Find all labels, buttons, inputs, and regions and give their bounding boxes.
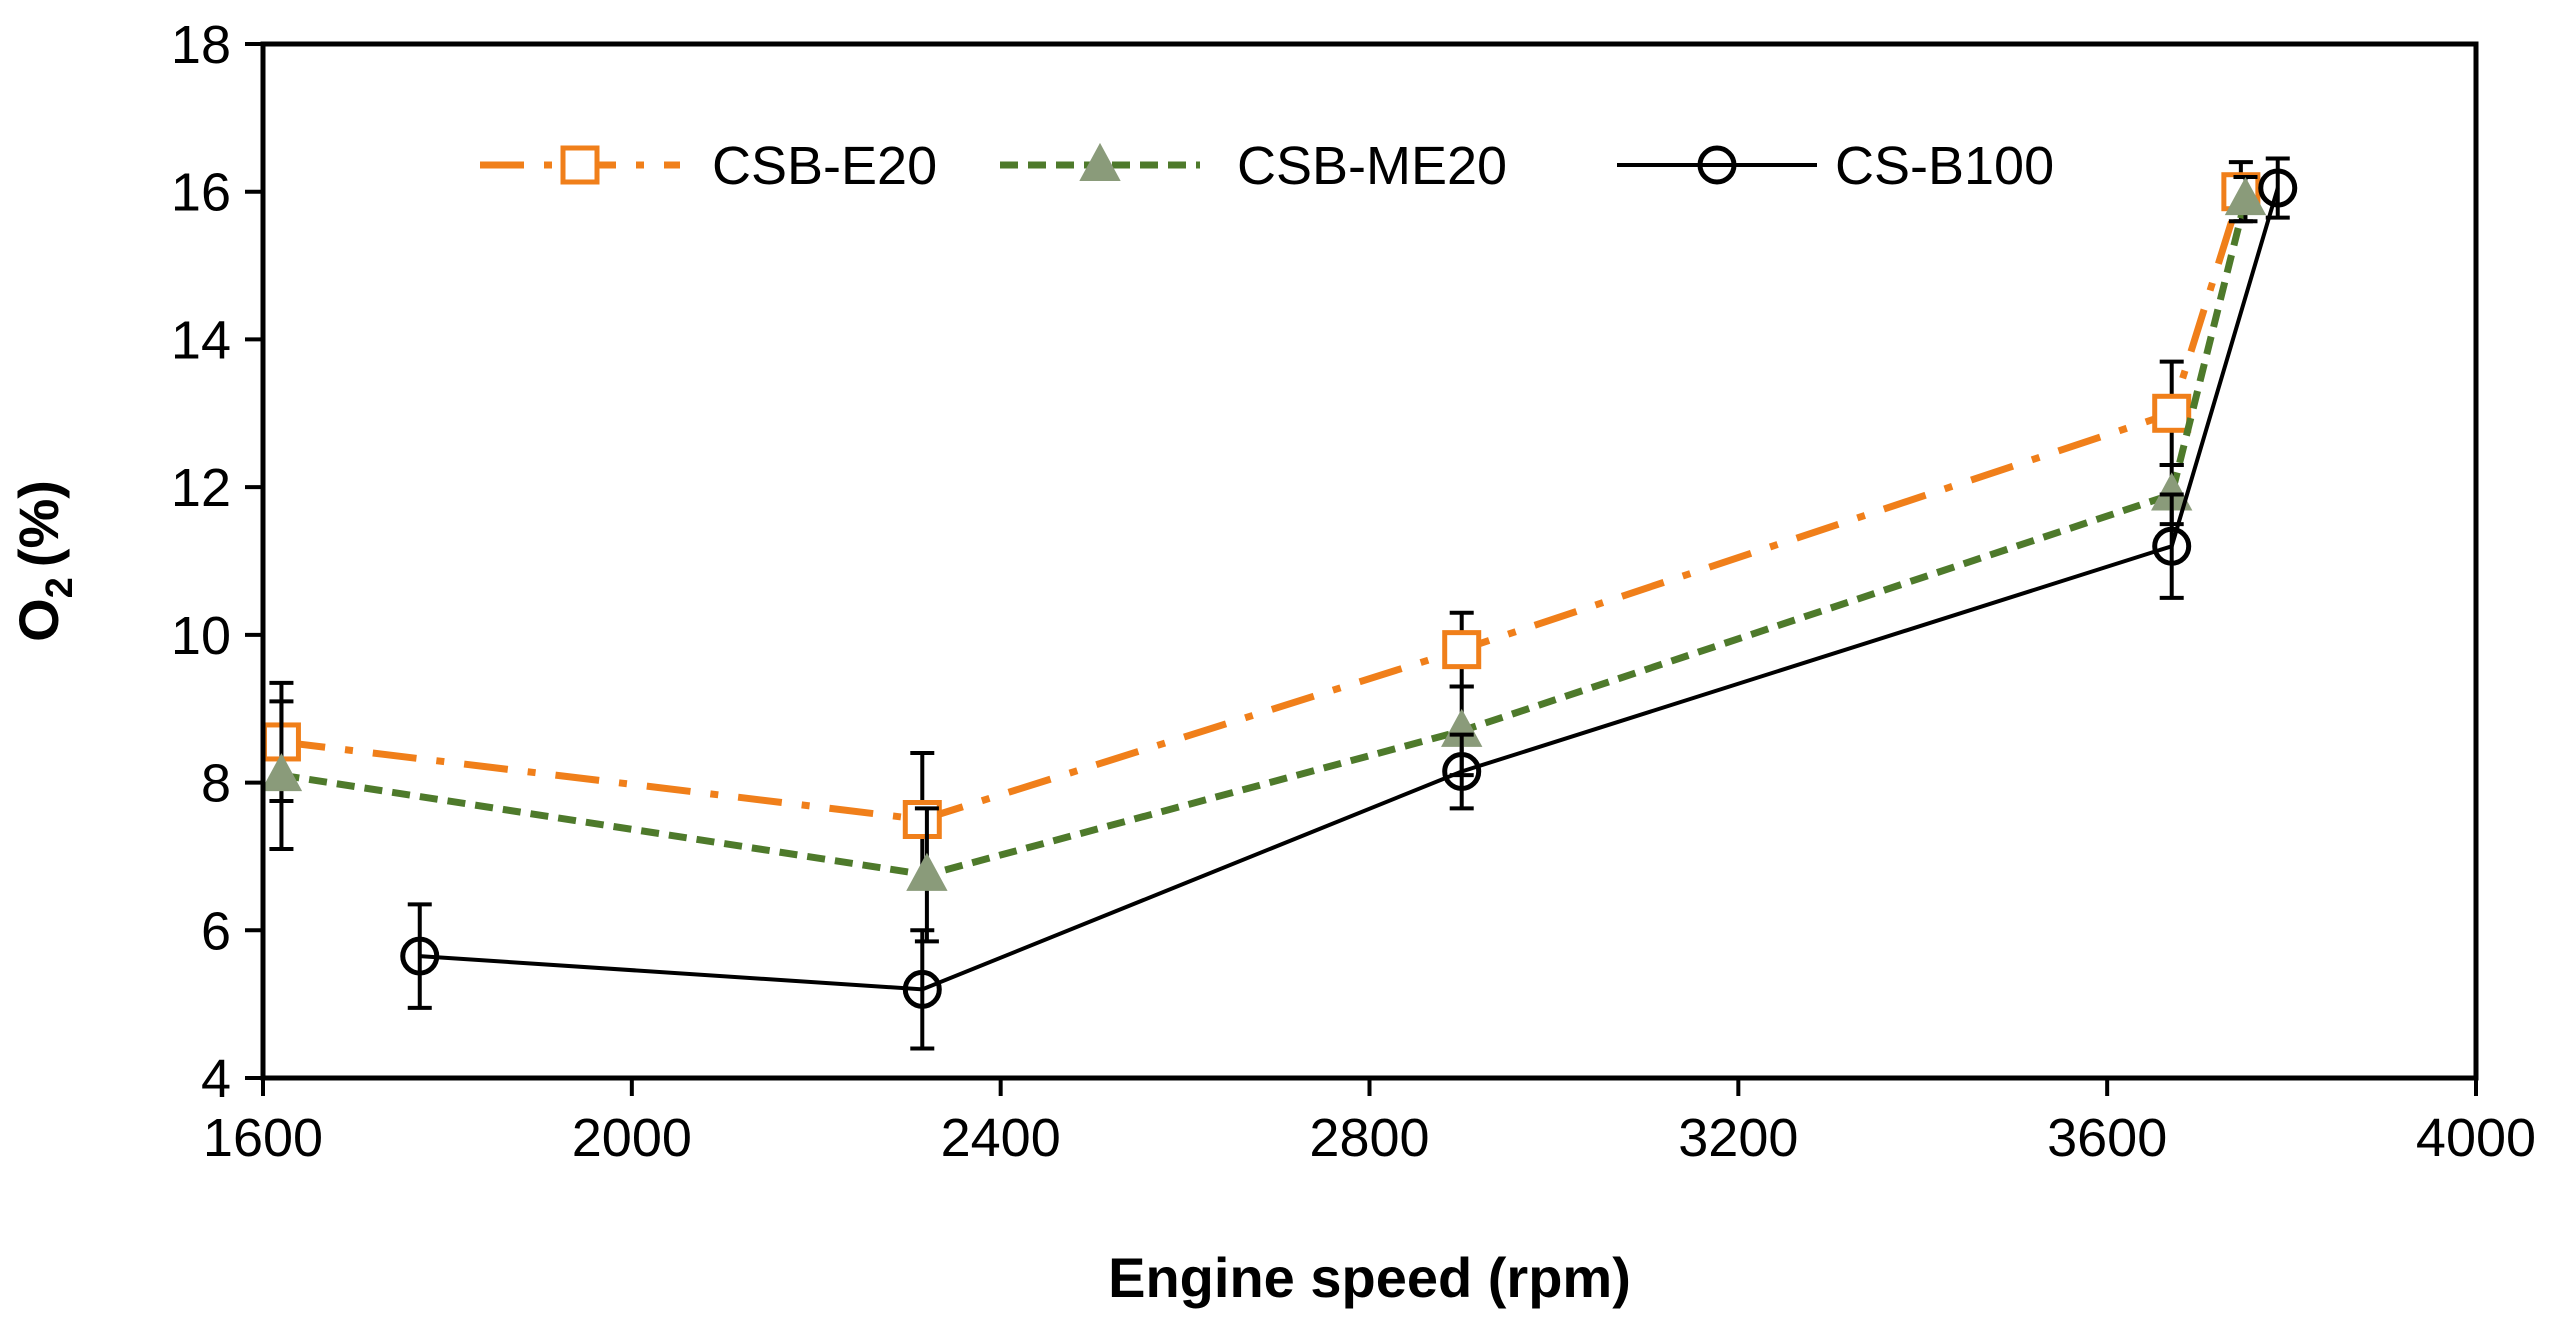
y-tick-label: 10 — [171, 606, 231, 666]
y-axis-title: O2 (%) — [7, 480, 81, 642]
legend-item-cs-b100: CS-B100 — [1617, 136, 2054, 196]
y-tick-label: 14 — [171, 310, 231, 370]
marker-triangle — [2224, 177, 2267, 216]
y-tick-label: 6 — [201, 901, 231, 961]
error-bar — [1449, 732, 1474, 811]
marker-circle — [2152, 526, 2192, 566]
axis-layer: 1600 2000 2400 2800 3200 3600 4000 4 6 8 10 12 14 16 1… — [171, 15, 2536, 1168]
error-bar — [2265, 156, 2290, 220]
marker-square — [1442, 630, 1482, 670]
y-tick-label: 16 — [171, 163, 231, 223]
error-bar — [407, 902, 432, 1010]
marker-circle — [902, 969, 942, 1009]
x-tick-label: 3600 — [2047, 1108, 2167, 1168]
series-cs-b100 — [400, 156, 2298, 1051]
x-tick-label: 4000 — [2416, 1108, 2536, 1168]
marker-circle — [400, 936, 440, 976]
legend-label: CS-B100 — [1835, 136, 2054, 196]
y-tick-label: 8 — [201, 754, 231, 814]
legend-item-csb-e20: CSB-E20 — [480, 136, 937, 196]
series-layer — [260, 156, 2298, 1051]
legend-label: CSB-E20 — [712, 136, 937, 196]
y-tick-label: 4 — [201, 1049, 231, 1109]
x-tick-label: 2400 — [941, 1108, 1061, 1168]
y-axis-title-subscript: 2 — [39, 577, 81, 598]
marker-circle — [2258, 168, 2298, 208]
x-tick-label: 2800 — [1309, 1108, 1429, 1168]
x-tick-label: 2000 — [572, 1108, 692, 1168]
marker-triangle — [906, 852, 948, 891]
y-axis-title-unit: (%) — [7, 480, 70, 567]
y-tick-label: 18 — [171, 15, 231, 75]
x-tick-label: 1600 — [203, 1108, 323, 1168]
y-tick-label: 12 — [171, 458, 231, 518]
marker-square — [560, 145, 600, 185]
marker-triangle — [1079, 142, 1121, 181]
x-axis-title: Engine speed (rpm) — [1108, 1246, 1631, 1309]
series-csb-me20 — [260, 174, 2267, 944]
legend: CSB-E20 CSB-ME20 CS-B100 — [480, 136, 2054, 196]
y-axis-title-main: O — [7, 598, 70, 642]
marker-triangle — [260, 753, 303, 792]
x-tick-label: 3200 — [1678, 1108, 1798, 1168]
error-bar — [910, 928, 935, 1051]
legend-item-csb-me20: CSB-ME20 — [1000, 136, 1507, 196]
legend-label: CSB-ME20 — [1237, 136, 1507, 196]
marker-circle — [1697, 145, 1737, 185]
error-bar — [2159, 492, 2184, 600]
marker-square — [2152, 393, 2192, 433]
marker-circle — [1442, 751, 1482, 791]
